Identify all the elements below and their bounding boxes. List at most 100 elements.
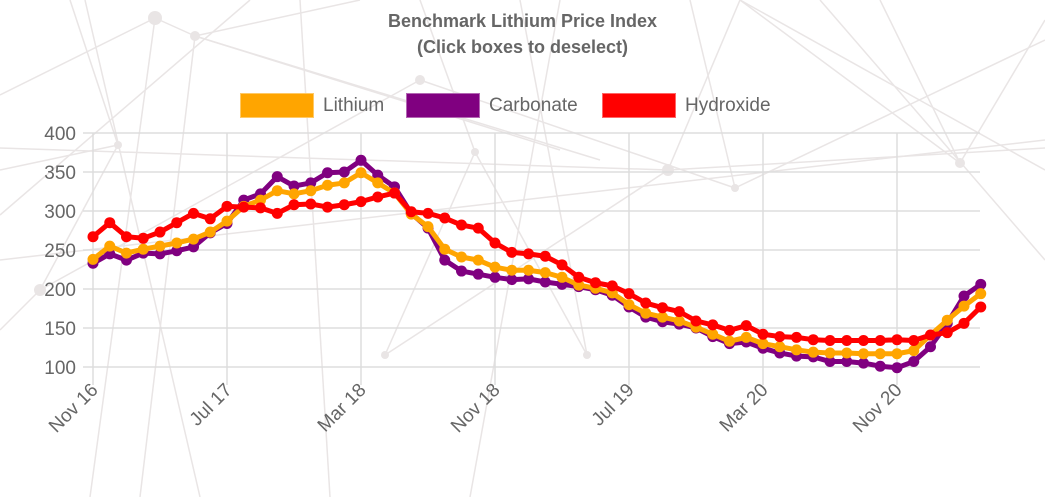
data-point-lithium[interactable]	[372, 177, 384, 189]
data-point-lithium[interactable]	[556, 271, 568, 283]
data-point-lithium[interactable]	[472, 254, 484, 266]
data-point-hydroxide[interactable]	[757, 328, 769, 340]
data-point-lithium[interactable]	[573, 279, 585, 291]
data-point-hydroxide[interactable]	[724, 324, 735, 336]
data-point-lithium[interactable]	[221, 215, 233, 227]
data-point-hydroxide[interactable]	[523, 248, 534, 260]
data-point-lithium[interactable]	[958, 300, 970, 312]
data-point-carbonate[interactable]	[171, 245, 183, 257]
data-point-hydroxide[interactable]	[841, 334, 853, 346]
data-point-hydroxide[interactable]	[740, 320, 752, 332]
data-point-carbonate[interactable]	[489, 271, 501, 283]
data-point-hydroxide[interactable]	[941, 327, 953, 339]
data-point-lithium[interactable]	[338, 177, 350, 189]
data-point-hydroxide[interactable]	[858, 334, 869, 346]
data-point-carbonate[interactable]	[539, 276, 551, 288]
legend-swatch-carbonate[interactable]	[406, 93, 480, 118]
data-point-hydroxide[interactable]	[707, 319, 719, 331]
data-point-hydroxide[interactable]	[204, 213, 216, 225]
data-point-hydroxide[interactable]	[590, 277, 601, 289]
data-point-lithium[interactable]	[841, 347, 853, 359]
data-point-lithium[interactable]	[539, 267, 551, 279]
data-point-lithium[interactable]	[137, 243, 149, 255]
data-point-hydroxide[interactable]	[824, 334, 836, 346]
data-point-carbonate[interactable]	[372, 169, 384, 181]
data-point-hydroxide[interactable]	[305, 198, 317, 210]
data-point-lithium[interactable]	[874, 348, 886, 360]
data-point-carbonate[interactable]	[439, 254, 451, 266]
data-point-lithium[interactable]	[87, 253, 99, 265]
data-point-hydroxide[interactable]	[439, 212, 451, 224]
data-point-hydroxide[interactable]	[372, 191, 384, 203]
data-point-carbonate[interactable]	[271, 171, 283, 183]
data-point-hydroxide[interactable]	[188, 207, 199, 219]
data-point-lithium[interactable]	[104, 240, 116, 252]
data-point-lithium[interactable]	[824, 347, 836, 359]
data-point-carbonate[interactable]	[456, 265, 467, 277]
data-point-lithium[interactable]	[673, 315, 685, 327]
data-point-lithium[interactable]	[121, 247, 132, 259]
data-point-carbonate[interactable]	[858, 357, 869, 369]
data-point-lithium[interactable]	[355, 167, 367, 179]
data-point-hydroxide[interactable]	[355, 196, 367, 208]
data-point-hydroxide[interactable]	[539, 250, 551, 262]
data-point-lithium[interactable]	[757, 338, 769, 350]
data-point-hydroxide[interactable]	[271, 207, 283, 219]
legend-label-carbonate[interactable]: Carbonate	[489, 94, 578, 116]
data-point-lithium[interactable]	[271, 185, 283, 197]
data-point-lithium[interactable]	[908, 345, 920, 357]
data-point-hydroxide[interactable]	[891, 334, 903, 346]
data-point-lithium[interactable]	[489, 261, 501, 273]
data-point-lithium[interactable]	[422, 221, 434, 233]
data-point-lithium[interactable]	[740, 331, 752, 343]
data-point-hydroxide[interactable]	[958, 317, 970, 329]
legend-swatch-hydroxide[interactable]	[602, 93, 676, 118]
data-point-carbonate[interactable]	[506, 274, 518, 286]
data-point-hydroxide[interactable]	[640, 297, 652, 309]
data-point-lithium[interactable]	[439, 243, 451, 255]
data-point-lithium[interactable]	[255, 194, 266, 206]
data-point-carbonate[interactable]	[305, 177, 317, 189]
data-point-hydroxide[interactable]	[908, 334, 920, 346]
data-point-hydroxide[interactable]	[774, 331, 786, 343]
data-point-lithium[interactable]	[204, 226, 216, 238]
data-point-hydroxide[interactable]	[606, 280, 618, 292]
data-point-hydroxide[interactable]	[690, 315, 702, 327]
data-point-lithium[interactable]	[623, 299, 635, 311]
data-point-hydroxide[interactable]	[975, 301, 987, 313]
data-point-lithium[interactable]	[891, 348, 903, 360]
data-point-lithium[interactable]	[657, 311, 668, 323]
data-point-carbonate[interactable]	[322, 167, 333, 179]
data-point-hydroxide[interactable]	[338, 199, 350, 211]
legend-item-hydroxide[interactable]: Hydroxide	[602, 92, 771, 119]
data-point-hydroxide[interactable]	[791, 331, 802, 343]
data-point-lithium[interactable]	[640, 307, 652, 319]
data-point-hydroxide[interactable]	[925, 329, 936, 341]
legend-item-lithium[interactable]: Lithium	[240, 92, 384, 119]
data-point-lithium[interactable]	[791, 344, 802, 356]
data-point-carbonate[interactable]	[355, 154, 367, 166]
legend-swatch-lithium[interactable]	[240, 93, 314, 118]
data-point-lithium[interactable]	[506, 264, 518, 276]
data-point-lithium[interactable]	[154, 240, 166, 252]
data-point-carbonate[interactable]	[288, 180, 300, 192]
data-point-lithium[interactable]	[288, 188, 300, 200]
data-point-hydroxide[interactable]	[322, 201, 333, 213]
data-point-lithium[interactable]	[322, 179, 333, 191]
data-point-carbonate[interactable]	[908, 356, 920, 368]
data-point-lithium[interactable]	[975, 288, 987, 300]
data-point-hydroxide[interactable]	[104, 217, 116, 229]
data-point-hydroxide[interactable]	[422, 207, 434, 219]
data-point-lithium[interactable]	[707, 328, 719, 340]
data-point-hydroxide[interactable]	[623, 288, 635, 300]
data-point-lithium[interactable]	[807, 346, 819, 358]
data-point-hydroxide[interactable]	[657, 302, 668, 314]
data-point-carbonate[interactable]	[154, 248, 166, 260]
data-point-carbonate[interactable]	[891, 362, 903, 374]
data-point-carbonate[interactable]	[472, 268, 484, 280]
data-point-hydroxide[interactable]	[288, 199, 300, 211]
data-point-hydroxide[interactable]	[556, 259, 568, 271]
data-point-hydroxide[interactable]	[171, 217, 183, 229]
data-point-carbonate[interactable]	[958, 290, 970, 302]
legend-label-hydroxide[interactable]: Hydroxide	[685, 94, 771, 116]
